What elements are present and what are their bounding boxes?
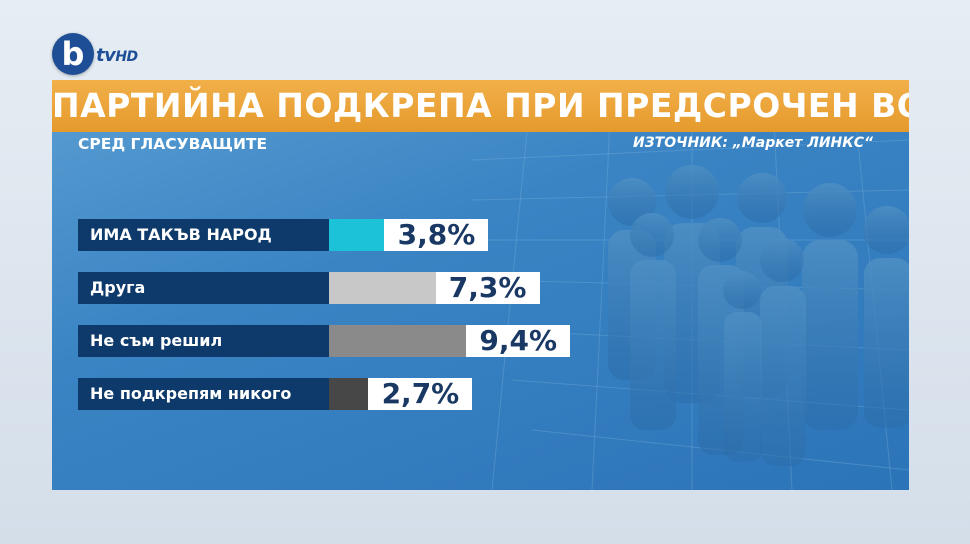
title-bar [52, 80, 909, 132]
value-label: 9,4% [466, 325, 571, 357]
logo-hd: HD [115, 49, 138, 65]
people-silhouettes-graphic [471, 80, 909, 490]
chart-title: ПАРТИЙНА ПОДКРЕПА ПРИ ПРЕДСРОЧЕН ВОТ [52, 86, 909, 125]
bar [329, 219, 385, 251]
logo-text: tvHD [96, 45, 138, 66]
chart-panel: ПАРТИЙНА ПОДКРЕПА ПРИ ПРЕДСРОЧЕН ВОТ СРЕ… [52, 80, 909, 490]
bar [329, 325, 467, 357]
bar [329, 378, 369, 410]
category-label: Не подкрепям никого [78, 378, 329, 410]
category-label: ИМА ТАКЪВ НАРОД [78, 219, 329, 251]
category-label: Не съм решил [78, 325, 329, 357]
value-label: 7,3% [435, 272, 540, 304]
logo-circle [52, 33, 94, 75]
logo-letter: b [61, 35, 85, 73]
source-note: ИЗТОЧНИК: „Маркет ЛИНКС“ [633, 135, 873, 151]
value-label: 3,8% [384, 219, 489, 251]
logo-tv: tv [96, 45, 116, 66]
category-label: Друга [78, 272, 329, 304]
btv-logo: b tvHD [52, 33, 172, 77]
bar [329, 272, 436, 304]
chart-subtitle: СРЕД ГЛАСУВАЩИТЕ [78, 135, 268, 153]
value-label: 2,7% [368, 378, 473, 410]
